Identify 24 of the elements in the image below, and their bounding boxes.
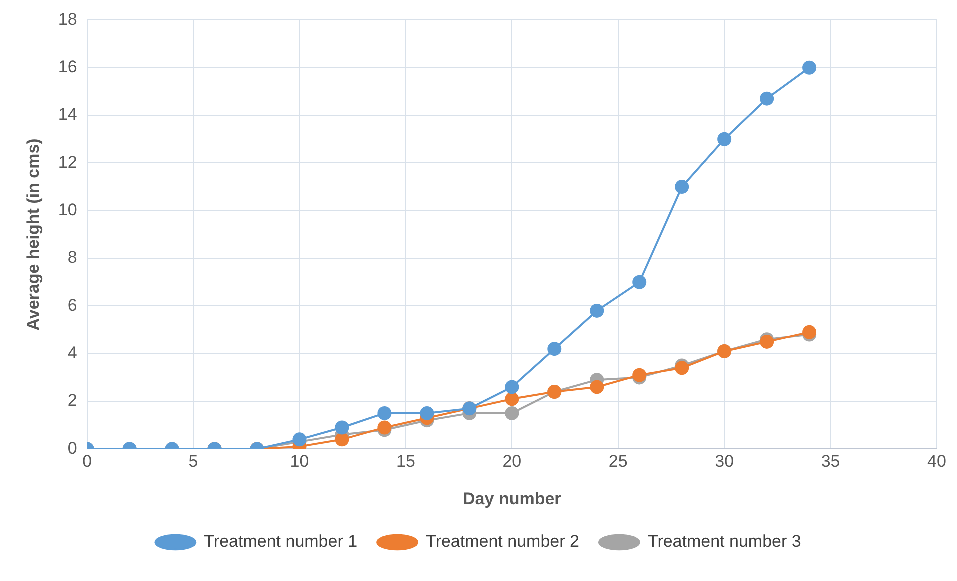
x-tick-label: 40 — [928, 452, 946, 472]
x-tick-label: 10 — [290, 452, 310, 472]
legend-label: Treatment number 3 — [648, 532, 802, 552]
y-axis-title: Average height (in cms) — [24, 138, 43, 331]
y-tick-label: 0 — [68, 438, 78, 458]
x-tick-label: 20 — [502, 452, 522, 472]
legend-label: Treatment number 2 — [426, 532, 580, 552]
y-tick-label: 2 — [68, 391, 78, 410]
x-tick-label: 0 — [82, 452, 92, 472]
x-tick-label: 35 — [821, 452, 840, 472]
y-tick-label: 14 — [58, 105, 78, 124]
y-tick-label: 16 — [58, 58, 78, 77]
y-tick-label: 8 — [68, 248, 78, 268]
y-tick-label: 6 — [68, 296, 78, 315]
x-axis-title: Day number — [463, 489, 562, 508]
legend-label: Treatment number 1 — [204, 532, 358, 552]
y-tick-label: 18 — [58, 10, 78, 29]
x-tick-label: 30 — [715, 452, 734, 472]
y-tick-label: 12 — [58, 152, 78, 172]
y-tick-label: 4 — [68, 344, 78, 363]
x-tick-label: 5 — [188, 452, 198, 472]
x-tick-label: 25 — [608, 452, 628, 472]
x-tick-label: 15 — [396, 452, 416, 472]
y-tick-label: 10 — [58, 200, 78, 220]
